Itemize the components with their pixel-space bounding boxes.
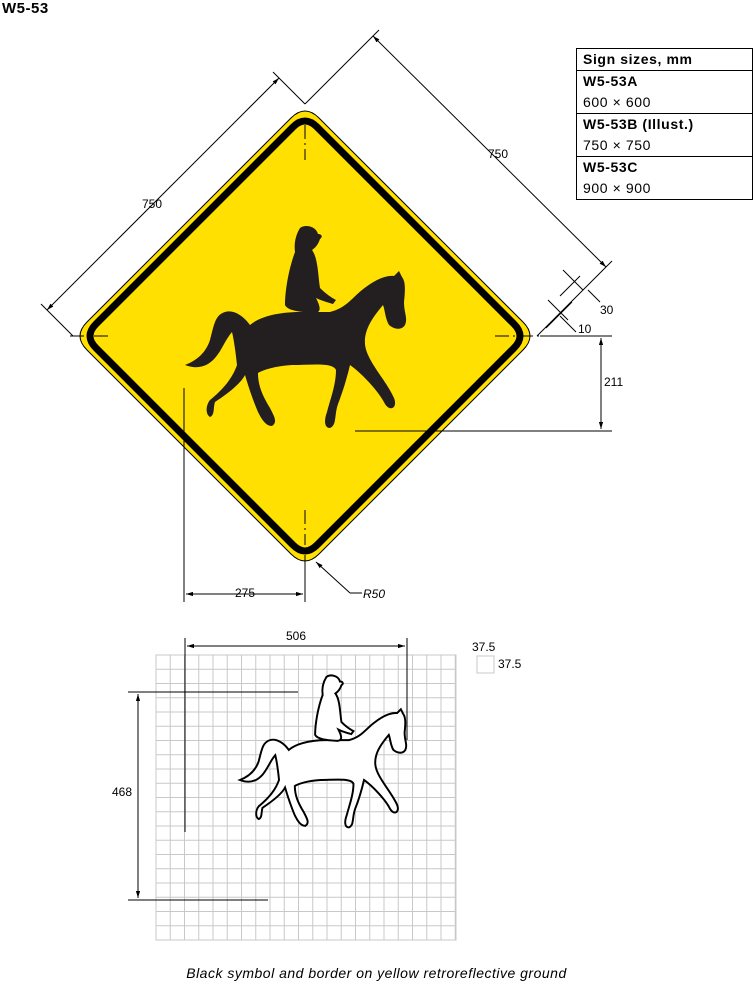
caption: Black symbol and border on yellow retror… (186, 965, 567, 981)
sign-code: W5-53 (2, 0, 49, 17)
grid-height-label: 468 (112, 785, 132, 799)
construction-grid (155, 654, 456, 941)
symbol-left-dimension (183, 388, 306, 602)
corner-radius-leader (315, 561, 362, 594)
grid-width-dimension (184, 638, 408, 832)
grid-height-dimension (128, 691, 298, 901)
sizes-table-header: Sign sizes, mm (577, 49, 752, 71)
border-outer-label: 30 (600, 303, 614, 317)
symbol-left-label: 275 (235, 586, 255, 600)
sign-sizes-table: Sign sizes, mm W5-53A 600 × 600 W5-53B (… (576, 48, 753, 200)
size-row-c-name: W5-53C (583, 159, 638, 175)
corner-radius-label: R50 (363, 587, 385, 601)
size-row-a-size: 600 × 600 (577, 92, 752, 114)
size-row-a-name: W5-53A (583, 73, 638, 89)
right-side-dimension (304, 29, 613, 337)
warning-sign (79, 110, 531, 562)
size-row-b-size: 750 × 750 (577, 135, 752, 157)
grid-width-label: 506 (286, 629, 306, 643)
sign-border (86, 117, 524, 555)
border-dimension (545, 269, 601, 333)
border-inner-label: 10 (578, 322, 592, 336)
symbol-base-dimension (355, 335, 612, 432)
grid-cell-height-label: 37.5 (498, 657, 522, 671)
size-row-c-size: 900 × 900 (583, 180, 652, 196)
symbol-base-label: 211 (604, 375, 623, 389)
right-side-label: 750 (488, 147, 508, 161)
grid-cell-width-label: 37.5 (472, 640, 496, 654)
left-side-label: 750 (142, 197, 162, 211)
left-side-dimension (40, 71, 306, 337)
size-row-b-name: W5-53B (Illust.) (583, 116, 694, 132)
grid-cell-key (476, 655, 495, 674)
